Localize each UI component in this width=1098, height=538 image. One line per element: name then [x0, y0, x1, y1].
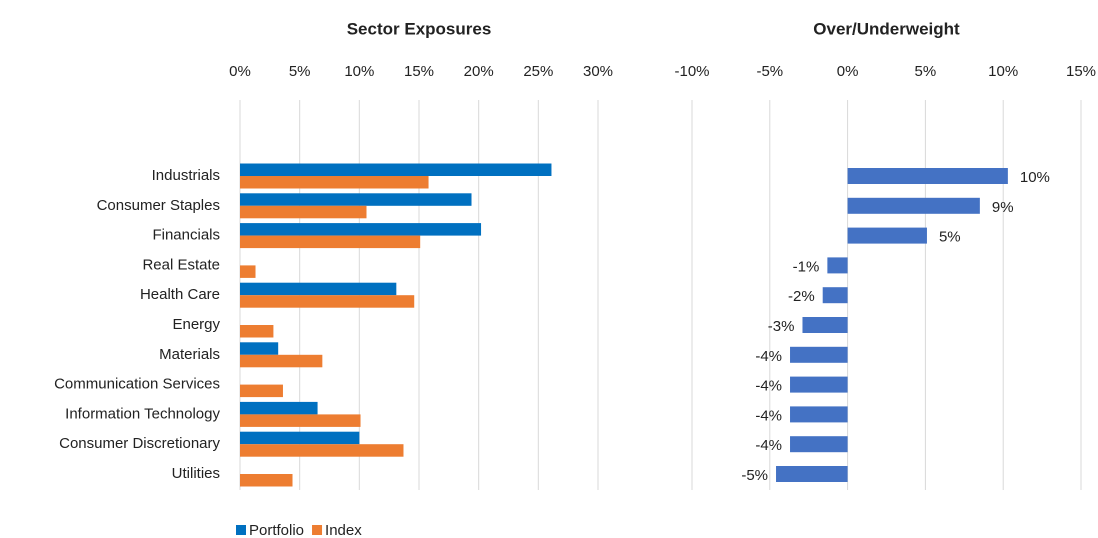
legend-label: Portfolio — [249, 522, 304, 538]
x-tick-label: 20% — [464, 63, 494, 80]
bar — [822, 287, 848, 304]
y-tick-label: Materials — [159, 346, 220, 363]
bar — [790, 376, 848, 393]
data-label: -4% — [755, 437, 782, 454]
x-tick-label: 15% — [404, 63, 434, 80]
x-tick-label: -10% — [674, 63, 709, 80]
bar — [790, 406, 848, 423]
x-tick-label: 5% — [289, 63, 311, 80]
bar — [240, 431, 360, 445]
y-tick-label: Communication Services — [54, 376, 220, 393]
bar — [802, 317, 848, 333]
bar — [240, 282, 397, 296]
x-tick-label: 0% — [837, 63, 859, 80]
chart-title: Sector Exposures — [347, 19, 492, 38]
data-label: -4% — [755, 348, 782, 365]
bar — [790, 436, 848, 453]
bar — [240, 295, 415, 308]
y-tick-label: Real Estate — [142, 256, 220, 273]
y-tick-label: Industrials — [152, 167, 220, 184]
x-tick-label: 10% — [988, 63, 1018, 80]
y-tick-label: Energy — [172, 316, 220, 333]
y-tick-label: Utilities — [172, 465, 220, 482]
bar — [240, 474, 293, 487]
legend-swatch — [236, 525, 246, 535]
legend-label: Index — [325, 522, 362, 538]
bar — [776, 466, 848, 482]
x-tick-label: -5% — [756, 63, 783, 80]
bar — [847, 227, 927, 244]
x-tick-label: 15% — [1066, 63, 1096, 80]
x-tick-label: 10% — [344, 63, 374, 80]
data-label: -5% — [741, 467, 768, 484]
y-tick-label: Financials — [152, 227, 220, 244]
chart-title: Over/Underweight — [813, 19, 960, 38]
data-label: -1% — [793, 258, 820, 275]
bar — [240, 342, 279, 355]
y-tick-label: Information Technology — [65, 405, 220, 422]
bar — [240, 265, 256, 278]
bar — [240, 193, 472, 206]
y-tick-label: Consumer Discretionary — [59, 435, 220, 452]
bar — [240, 384, 283, 398]
x-tick-label: 30% — [583, 63, 613, 80]
bar — [240, 401, 318, 415]
bar — [240, 325, 274, 338]
bar — [240, 163, 552, 176]
y-tick-label: Health Care — [140, 286, 220, 303]
bar — [240, 176, 429, 189]
bar — [827, 257, 848, 274]
bar — [240, 205, 367, 219]
bar — [847, 168, 1008, 184]
bar — [240, 354, 323, 368]
x-tick-label: 5% — [915, 63, 937, 80]
legend-swatch — [312, 525, 323, 535]
bar — [240, 444, 404, 457]
bar — [240, 235, 421, 249]
bar — [790, 346, 848, 363]
x-tick-label: 25% — [523, 63, 553, 80]
data-label: -4% — [755, 407, 782, 424]
y-tick-label: Consumer Staples — [97, 197, 220, 214]
data-label: -2% — [788, 288, 815, 305]
data-label: -4% — [755, 378, 782, 395]
bar — [847, 197, 980, 214]
data-label: -3% — [768, 318, 795, 335]
x-tick-label: 0% — [229, 63, 251, 80]
data-label: 9% — [992, 199, 1014, 216]
data-label: 5% — [939, 229, 961, 246]
data-label: 10% — [1020, 169, 1050, 186]
bar — [240, 223, 482, 236]
bar — [240, 414, 361, 427]
